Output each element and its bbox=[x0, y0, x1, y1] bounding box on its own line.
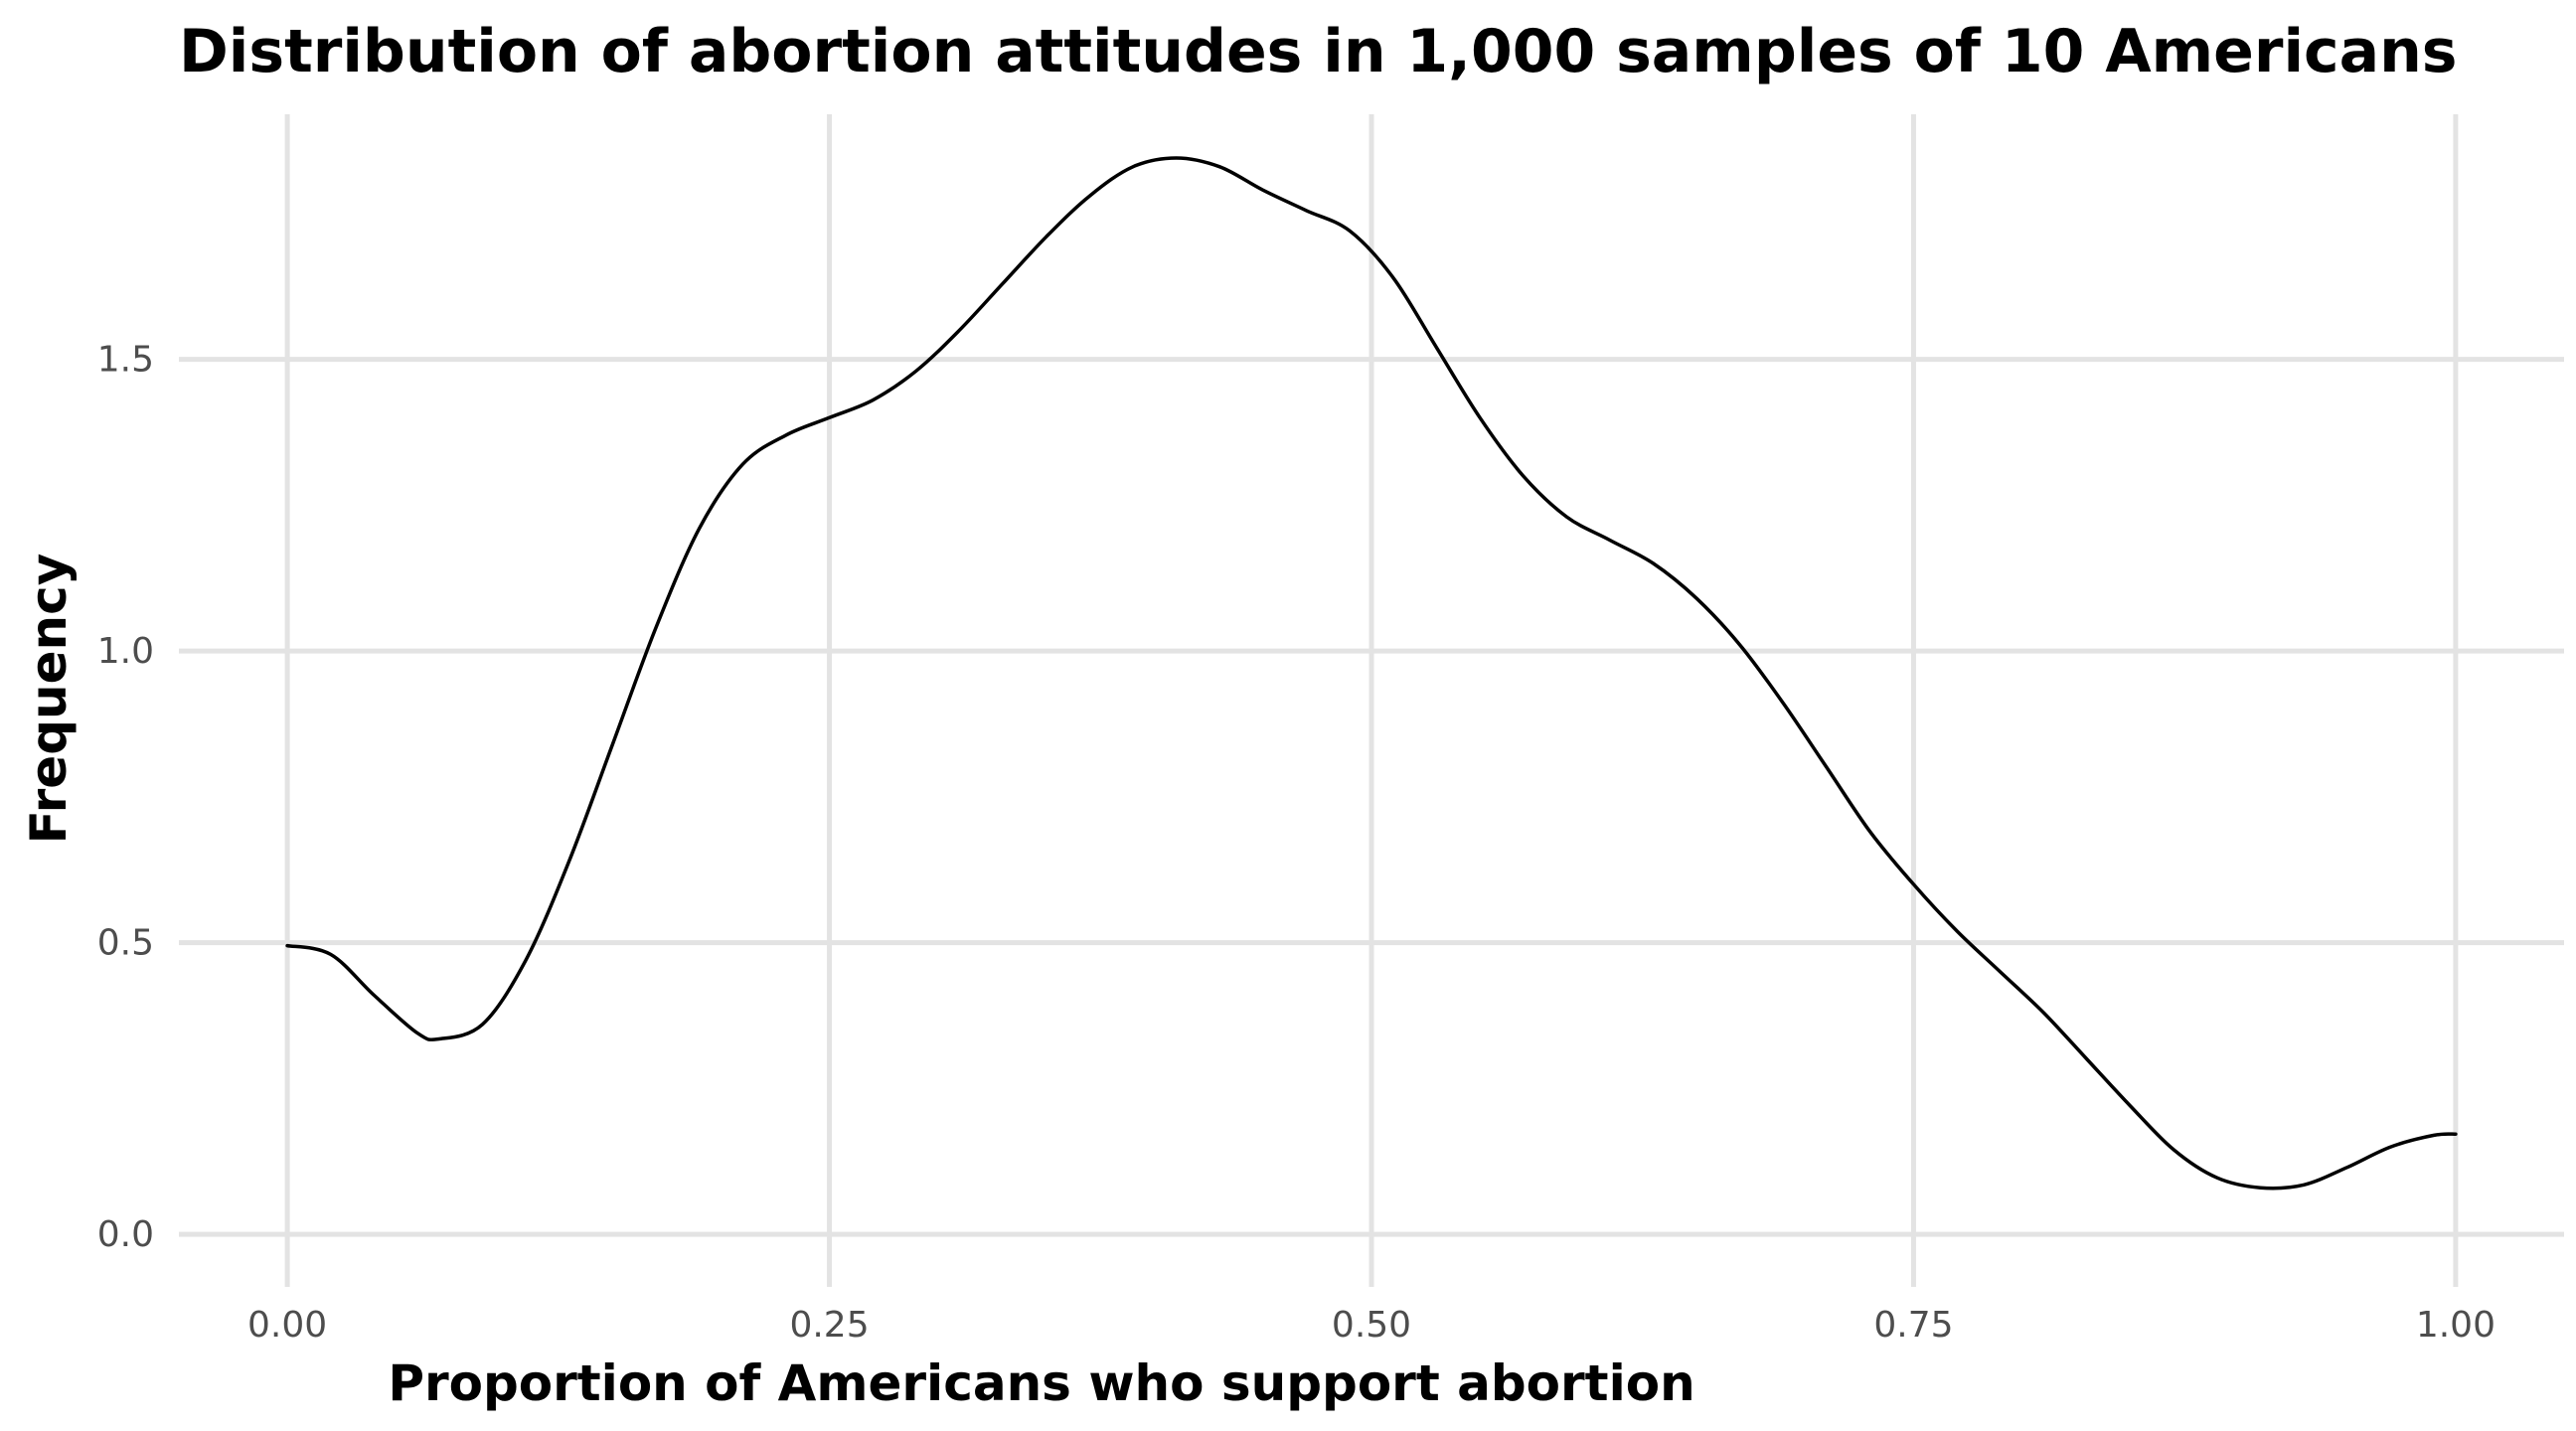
x-tick-label: 1.00 bbox=[2416, 1305, 2496, 1346]
series-layer bbox=[285, 156, 2458, 1191]
y-tick-label: 0.0 bbox=[97, 1214, 154, 1255]
density-curve bbox=[285, 156, 2458, 1191]
y-tick-label: 0.5 bbox=[97, 923, 154, 964]
x-tick-label: 0.25 bbox=[789, 1305, 869, 1346]
tick-label-layer: 0.0 0.5 1.0 1.5 0.00 0.25 0.50 0.75 1.00 bbox=[97, 340, 2496, 1346]
y-tick-label: 1.5 bbox=[97, 340, 154, 381]
x-tick-label: 0.50 bbox=[1332, 1305, 1411, 1346]
y-axis-title: Frequency bbox=[20, 554, 78, 845]
x-axis-title: Proportion of Americans who support abor… bbox=[388, 1354, 1694, 1412]
x-tick-label: 0.00 bbox=[247, 1305, 327, 1346]
y-tick-label: 1.0 bbox=[97, 631, 154, 672]
x-tick-label: 0.75 bbox=[1873, 1305, 1953, 1346]
grid-layer bbox=[179, 114, 2564, 1287]
chart-title: Distribution of abortion attitudes in 1,… bbox=[179, 17, 2458, 86]
